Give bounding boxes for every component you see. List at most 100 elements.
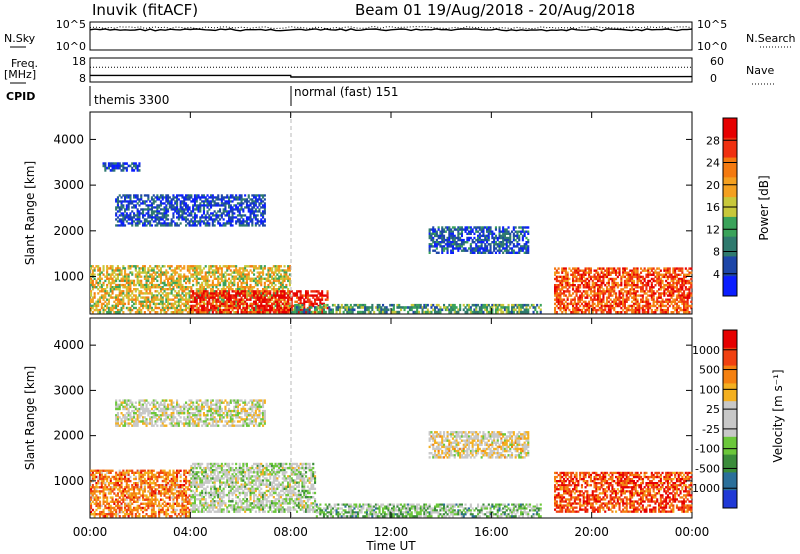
data-cell [226,302,229,306]
data-cell [493,238,496,242]
data-cell [211,224,214,227]
data-cell [638,279,641,283]
data-cell [217,196,220,199]
data-cell [681,294,684,297]
data-cell [357,306,360,309]
data-cell [290,302,293,306]
data-cell [168,265,171,268]
data-cell [455,247,458,250]
data-cell [195,302,198,306]
data-cell [240,214,243,217]
data-cell [199,220,202,223]
data-cell [267,279,270,283]
data-cell [233,300,236,303]
data-cell [656,267,659,270]
data-cell [245,206,248,209]
data-cell [278,304,281,308]
data-cell [195,269,198,272]
data-cell [622,273,625,276]
data-cell [206,311,209,314]
data-cell [176,283,179,287]
data-cell [383,306,386,309]
data-cell [147,308,150,312]
data-cell [199,311,202,314]
data-cell [197,306,200,310]
data-cell [215,292,218,295]
data-cell [589,275,592,279]
data-cell [188,267,191,270]
data-cell [176,277,179,280]
data-cell [292,304,295,308]
data-cell [600,286,603,289]
data-cell [650,311,653,314]
data-cell [235,298,238,301]
data-cell [408,306,411,309]
data-cell [640,281,643,285]
freq-unit: [MHz] [4,68,36,81]
data-cell [573,306,576,310]
data-cell [159,218,162,221]
data-cell [494,236,497,240]
data-cell [627,279,630,283]
data-cell [598,288,601,291]
data-cell [290,304,293,308]
data-cell [154,304,157,308]
data-cell [263,210,266,213]
data-cell [188,292,191,295]
data-cell [652,277,655,281]
data-cell [199,296,202,299]
data-cell [111,288,114,291]
data-cell [487,226,490,229]
data-cell [555,286,558,289]
data-cell [430,303,433,307]
data-cell [582,290,585,293]
data-cell [597,308,600,312]
data-cell [287,296,290,299]
data-cell [136,169,139,172]
data-cell [666,277,669,281]
data-cell [518,234,521,238]
data-cell [392,306,395,309]
data-cell [670,288,673,291]
data-cell [666,286,669,289]
data-cell [215,267,218,270]
data-cell [97,277,100,280]
data-cell [629,294,632,297]
data-cell [161,292,164,295]
data-cell [658,284,661,287]
data-cell [591,281,594,285]
data-cell [251,206,254,209]
data-cell [609,273,612,276]
data-cell [686,298,689,301]
data-cell [380,308,383,312]
data-cell [643,304,646,308]
data-cell [177,218,180,221]
data-cell [204,294,207,297]
data-cell [688,273,691,276]
station-title: Inuvik (fitACF) [92,1,198,19]
data-cell [143,300,146,303]
data-cell [249,208,252,211]
data-cell [201,204,204,207]
data-cell [93,273,96,276]
data-cell [566,279,569,283]
data-cell [632,292,635,295]
data-cell [521,249,524,252]
data-cell [274,308,277,312]
data-cell [683,298,686,301]
data-cell [283,277,286,280]
data-cell [622,304,625,308]
data-cell [190,304,193,308]
data-cell [631,286,634,289]
data-cell [233,275,236,278]
data-cell [201,275,204,278]
data-cell [611,271,614,274]
data-cell [91,311,94,314]
data-cell [138,290,141,293]
data-cell [647,294,650,297]
data-cell [258,273,261,276]
data-cell [523,251,526,254]
data-cell [236,290,239,293]
data-cell [466,226,469,229]
data-cell [253,308,256,312]
